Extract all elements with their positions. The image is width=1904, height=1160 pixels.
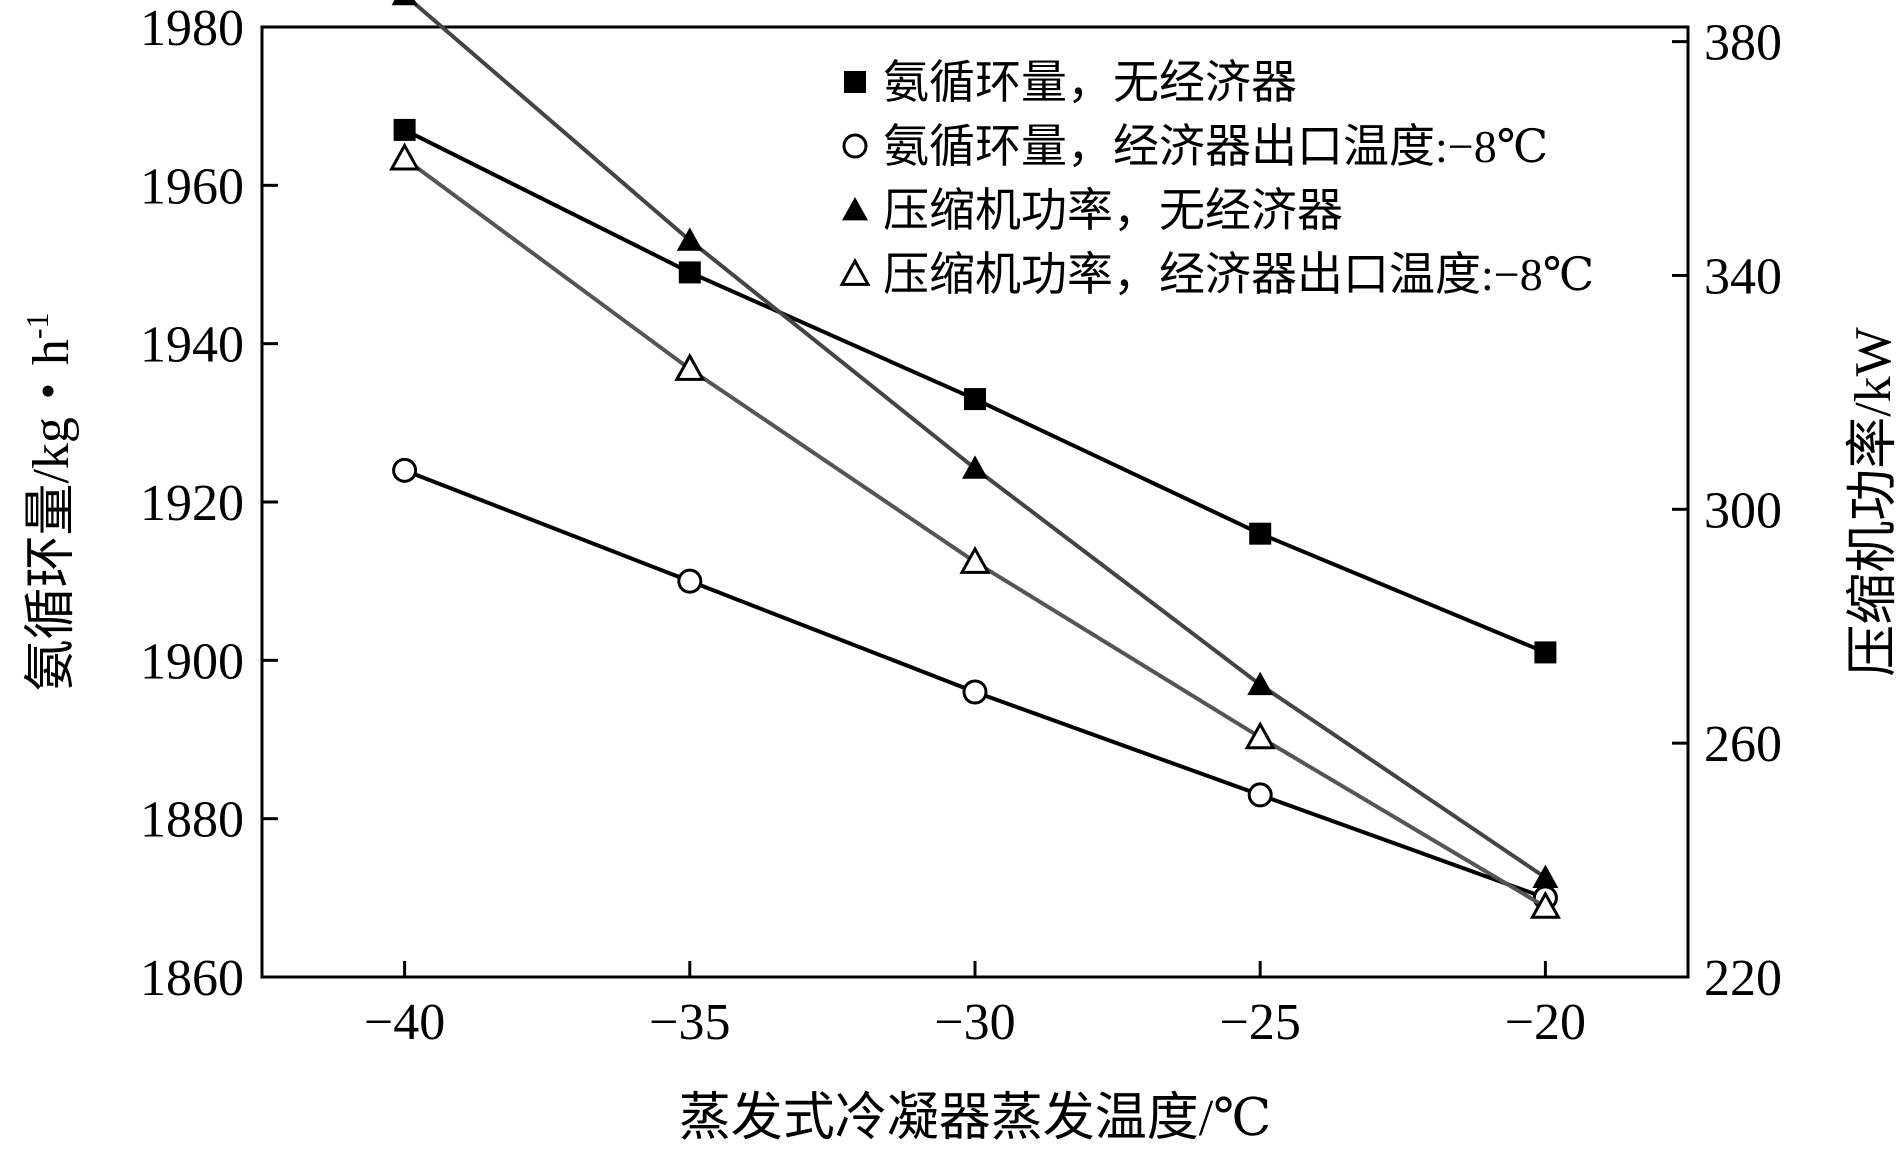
x-tick-label-0: −40 bbox=[364, 994, 445, 1051]
data-point-s1-1 bbox=[677, 568, 703, 594]
data-point-s1-2 bbox=[962, 679, 988, 705]
data-point-s3-4 bbox=[1529, 890, 1561, 919]
data-point-s0-2 bbox=[964, 388, 986, 411]
axes-layer: −40 −35 −30 −25 −20 1860 1880 1900 1920 1940 1960 1… bbox=[140, 0, 1782, 1051]
legend-label-3: 压缩机功率，经济器出口温度:−8℃ bbox=[883, 249, 1594, 300]
legend-marker-1 bbox=[842, 133, 868, 159]
y-left-tick-label-4: 1940 bbox=[140, 317, 244, 374]
y-left-axis-title: 氨循环量/kg・h-1 bbox=[19, 312, 80, 691]
data-point-s2-0 bbox=[391, 0, 418, 6]
data-point-s2-3 bbox=[1247, 671, 1274, 696]
y-left-tick-label-2: 1900 bbox=[140, 633, 244, 690]
y-right-tick-label-1: 260 bbox=[1704, 716, 1782, 773]
legend-marker-3 bbox=[839, 257, 871, 286]
data-point-s0-0 bbox=[393, 118, 416, 141]
y-left-tick-label-6: 1980 bbox=[140, 0, 244, 57]
data-point-s3-0 bbox=[389, 142, 421, 171]
x-tick-label-1: −35 bbox=[649, 994, 730, 1051]
legend-label-1: 氨循环量，经济器出口温度:−8℃ bbox=[883, 121, 1548, 172]
data-point-s0-1 bbox=[678, 261, 701, 284]
y-right-tick-label-0: 220 bbox=[1704, 950, 1782, 1007]
legend-label-0: 氨循环量，无经济器 bbox=[883, 57, 1297, 108]
data-point-s1-0 bbox=[392, 457, 418, 483]
legend-label-2: 压缩机功率，无经济器 bbox=[883, 185, 1343, 236]
data-point-s0-4 bbox=[1534, 641, 1557, 664]
x-tick-label-4: −20 bbox=[1505, 994, 1586, 1051]
y-right-axis-title: 压缩机功率/kW bbox=[1845, 327, 1902, 677]
y-left-tick-label-1: 1880 bbox=[140, 792, 244, 849]
data-point-s2-2 bbox=[962, 455, 988, 479]
x-tick-label-3: −25 bbox=[1220, 994, 1301, 1051]
y-right-tick-label-2: 300 bbox=[1704, 482, 1782, 539]
data-point-s3-3 bbox=[1244, 721, 1276, 750]
y-left-axis-title-sup: -1 bbox=[19, 312, 55, 339]
y-right-tick-label-3: 340 bbox=[1704, 248, 1782, 305]
y-left-axis-title-main: 氨循环量/kg・h bbox=[23, 339, 80, 691]
legend-marker-2 bbox=[842, 197, 868, 221]
data-point-s2-1 bbox=[676, 227, 703, 251]
legend-marker-0 bbox=[844, 71, 866, 93]
x-axis-title: 蒸发式冷凝器蒸发温度/℃ bbox=[679, 1090, 1272, 1147]
data-point-s2-4 bbox=[1532, 864, 1559, 889]
data-point-s3-2 bbox=[959, 545, 991, 574]
data-point-s0-3 bbox=[1249, 522, 1272, 545]
y-left-tick-label-0: 1860 bbox=[140, 950, 244, 1007]
y-left-tick-label-3: 1920 bbox=[140, 475, 244, 532]
x-tick-label-2: −30 bbox=[934, 994, 1015, 1051]
y-left-tick-label-5: 1960 bbox=[140, 158, 244, 215]
data-point-s3-1 bbox=[674, 352, 706, 381]
series-layer bbox=[389, 0, 1561, 919]
y-right-tick-label-4: 380 bbox=[1704, 15, 1782, 72]
data-point-s1-3 bbox=[1247, 782, 1273, 808]
